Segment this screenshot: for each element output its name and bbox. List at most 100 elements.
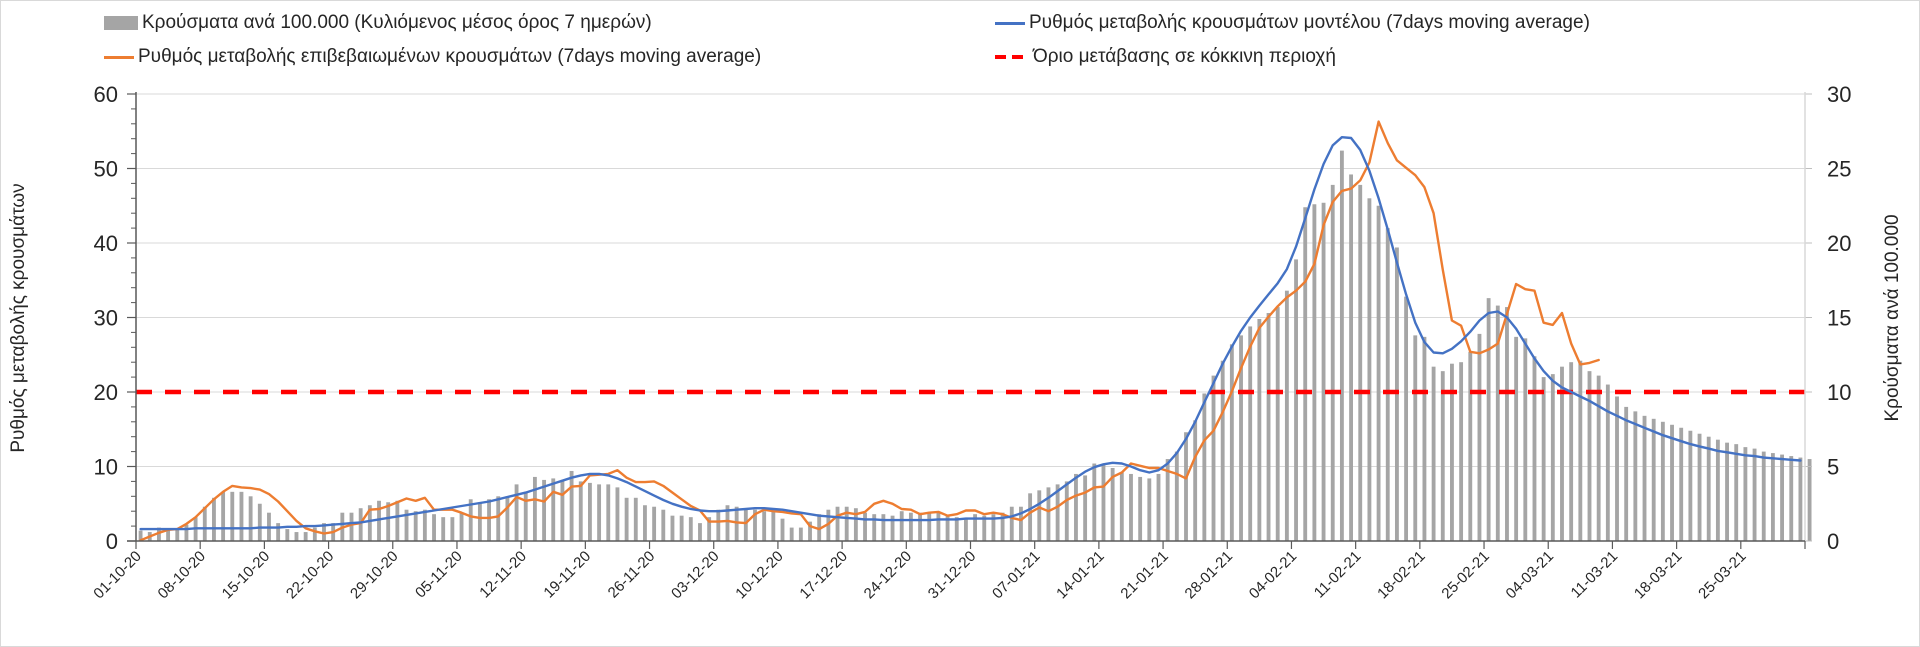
bar: [1422, 336, 1427, 541]
bar: [1074, 473, 1078, 541]
legend-label-model: Ρυθμός μεταβολής κρουσμάτων μοντέλου (7d…: [1029, 12, 1590, 33]
bar: [1761, 451, 1766, 541]
bar: [615, 487, 620, 541]
bar: [1202, 393, 1207, 541]
bar: [890, 515, 895, 541]
bar: [1376, 205, 1381, 541]
bar: [248, 496, 253, 541]
bar: [221, 491, 226, 541]
bar: [1092, 463, 1097, 541]
bar: [1780, 454, 1784, 541]
bar: [1138, 476, 1143, 541]
x-tick-label: 04-03-21: [1503, 548, 1557, 602]
bar: [789, 527, 794, 541]
bar: [936, 512, 941, 541]
bar: [1789, 456, 1794, 541]
bar: [441, 517, 446, 541]
bar: [1083, 475, 1088, 541]
bar: [1358, 184, 1363, 541]
bar: [707, 517, 712, 541]
legend-swatch-model: [995, 21, 1025, 25]
bar: [927, 512, 932, 541]
bar: [1615, 396, 1619, 541]
bar: [606, 484, 611, 541]
bar: [422, 509, 427, 541]
bar: [569, 470, 574, 541]
bar: [1220, 360, 1225, 541]
bar: [771, 511, 776, 541]
bar: [542, 479, 547, 541]
bar: [303, 532, 308, 541]
bar: [560, 479, 565, 541]
bar: [294, 532, 299, 541]
bar: [1193, 420, 1198, 541]
x-tick-label: 05-11-20: [412, 548, 466, 602]
bar: [1165, 459, 1170, 541]
bar: [1523, 338, 1528, 541]
bar: [1578, 360, 1583, 541]
bar: [477, 502, 482, 541]
bar: [1129, 473, 1133, 541]
bar: [1514, 336, 1519, 541]
y-tick-label-left: 30: [94, 306, 118, 331]
bar: [1147, 478, 1152, 541]
y-tick-label-right: 15: [1827, 306, 1851, 331]
y-tick-label-right: 5: [1827, 455, 1839, 480]
x-tick-label: 22-10-20: [283, 548, 337, 602]
x-tick-label: 26-11-20: [605, 548, 659, 602]
bar: [1000, 512, 1005, 541]
legend-item-confirmed: Ρυθμός μεταβολής επιβεβαιωμένων κρουσμάτ…: [104, 46, 761, 68]
bar: [413, 511, 418, 541]
bar: [1532, 356, 1537, 541]
bar: [175, 529, 180, 541]
bar: [1679, 427, 1684, 541]
bar: [1266, 313, 1271, 541]
bar: [1569, 362, 1574, 541]
bar: [1046, 487, 1051, 541]
bar: [166, 529, 171, 541]
y-tick-label-left: 20: [94, 380, 118, 405]
bar: [1321, 202, 1326, 541]
bar: [1257, 318, 1262, 541]
y-tick-label-right: 10: [1827, 380, 1851, 405]
bar: [679, 515, 684, 541]
x-tick-label: 25-03-21: [1695, 548, 1749, 602]
bar: [1156, 473, 1161, 541]
bar: [285, 529, 290, 541]
bar: [1294, 259, 1298, 541]
bar: [276, 523, 281, 541]
bar: [1211, 375, 1216, 541]
bar: [798, 527, 803, 541]
bar: [468, 499, 473, 541]
x-tick-label: 19-11-20: [540, 548, 594, 602]
bar: [1284, 290, 1289, 541]
y-axis-label-right: Κρούσματα ανά 100.000: [1882, 214, 1903, 421]
bar: [688, 517, 693, 541]
bar: [652, 506, 657, 541]
bar: [597, 484, 602, 541]
x-tick-label: 08-10-20: [155, 548, 209, 602]
y-tick-label-left: 60: [94, 82, 118, 107]
bar: [918, 512, 922, 541]
x-tick-label: 25-02-21: [1438, 548, 1492, 602]
legend-swatch-confirmed: [104, 55, 134, 59]
legend-item-bars: Κρούσματα ανά 100.000 (Κυλιόμενος μέσος …: [104, 12, 652, 34]
x-tick-label: 11-03-21: [1568, 548, 1622, 602]
x-tick-label: 18-03-21: [1631, 548, 1685, 602]
bar: [817, 514, 822, 541]
bar: [551, 478, 556, 541]
x-tick-label: 15-10-20: [219, 548, 273, 602]
bar: [753, 509, 757, 541]
bar: [863, 512, 867, 541]
bar: [1624, 406, 1629, 541]
y-tick-label-right: 25: [1827, 157, 1851, 182]
bar: [184, 524, 189, 541]
bar: [624, 497, 629, 541]
x-tick-label: 03-12-20: [668, 548, 722, 602]
bar-series: [138, 150, 1812, 542]
bar: [808, 521, 812, 541]
bar: [367, 505, 372, 541]
bar: [505, 496, 510, 541]
bar: [844, 506, 849, 541]
